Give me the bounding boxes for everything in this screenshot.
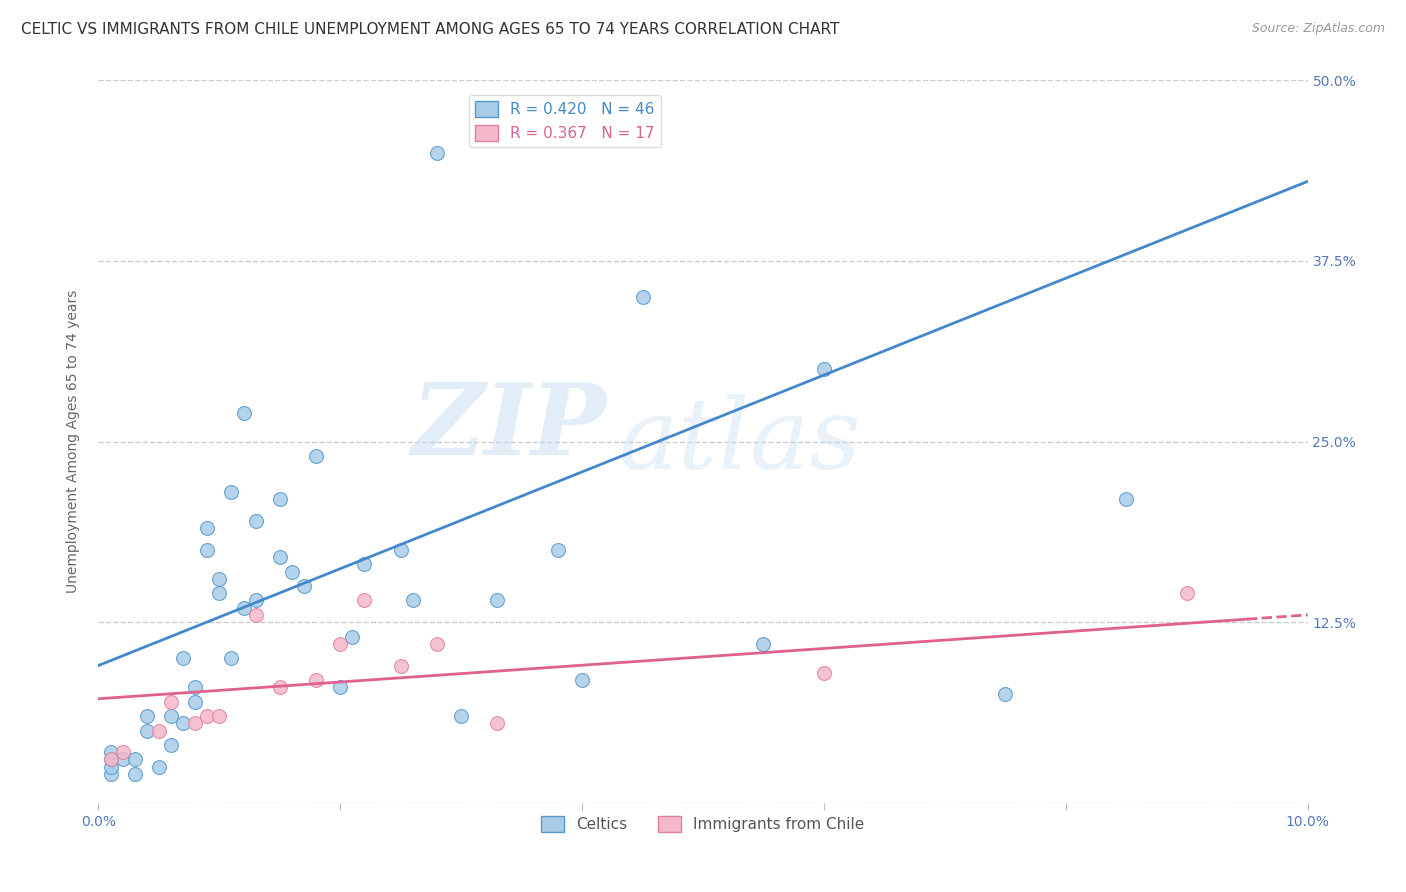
Point — [100, 760, 122, 774]
Point — [305, 673, 328, 687]
Point — [184, 680, 207, 694]
Point — [389, 542, 412, 557]
Point — [100, 767, 122, 781]
Point — [232, 600, 254, 615]
Point — [342, 630, 364, 644]
Point — [1115, 492, 1137, 507]
Point — [281, 565, 304, 579]
Point — [305, 449, 328, 463]
Point — [160, 695, 183, 709]
Point — [100, 752, 122, 766]
Point — [813, 665, 835, 680]
Text: CELTIC VS IMMIGRANTS FROM CHILE UNEMPLOYMENT AMONG AGES 65 TO 74 YEARS CORRELATI: CELTIC VS IMMIGRANTS FROM CHILE UNEMPLOY… — [21, 22, 839, 37]
Point — [232, 406, 254, 420]
Point — [994, 687, 1017, 701]
Point — [172, 716, 194, 731]
Point — [269, 492, 291, 507]
Point — [389, 658, 412, 673]
Point — [124, 752, 146, 766]
Point — [426, 637, 449, 651]
Point — [547, 542, 569, 557]
Point — [160, 709, 183, 723]
Point — [1175, 586, 1198, 600]
Point — [486, 593, 509, 607]
Point — [450, 709, 472, 723]
Point — [184, 695, 207, 709]
Point — [195, 709, 218, 723]
Legend: Celtics, Immigrants from Chile: Celtics, Immigrants from Chile — [536, 810, 870, 838]
Text: Source: ZipAtlas.com: Source: ZipAtlas.com — [1251, 22, 1385, 36]
Point — [184, 716, 207, 731]
Y-axis label: Unemployment Among Ages 65 to 74 years: Unemployment Among Ages 65 to 74 years — [66, 290, 80, 593]
Point — [631, 290, 654, 304]
Point — [402, 593, 425, 607]
Point — [245, 514, 267, 528]
Point — [111, 745, 134, 759]
Text: ZIP: ZIP — [412, 379, 606, 475]
Point — [100, 745, 122, 759]
Point — [245, 607, 267, 622]
Point — [486, 716, 509, 731]
Point — [353, 593, 375, 607]
Point — [221, 485, 243, 500]
Point — [111, 752, 134, 766]
Point — [752, 637, 775, 651]
Point — [135, 709, 157, 723]
Point — [269, 550, 291, 565]
Point — [148, 723, 170, 738]
Point — [329, 637, 352, 651]
Point — [148, 760, 170, 774]
Point — [208, 572, 231, 586]
Point — [172, 651, 194, 665]
Point — [353, 558, 375, 572]
Point — [135, 723, 157, 738]
Point — [195, 542, 218, 557]
Point — [329, 680, 352, 694]
Point — [245, 593, 267, 607]
Point — [292, 579, 315, 593]
Point — [195, 521, 218, 535]
Point — [221, 651, 243, 665]
Text: atlas: atlas — [619, 394, 860, 489]
Point — [269, 680, 291, 694]
Point — [571, 673, 593, 687]
Point — [208, 709, 231, 723]
Point — [100, 752, 122, 766]
Point — [160, 738, 183, 752]
Point — [208, 586, 231, 600]
Point — [813, 362, 835, 376]
Point — [426, 145, 449, 160]
Point — [124, 767, 146, 781]
